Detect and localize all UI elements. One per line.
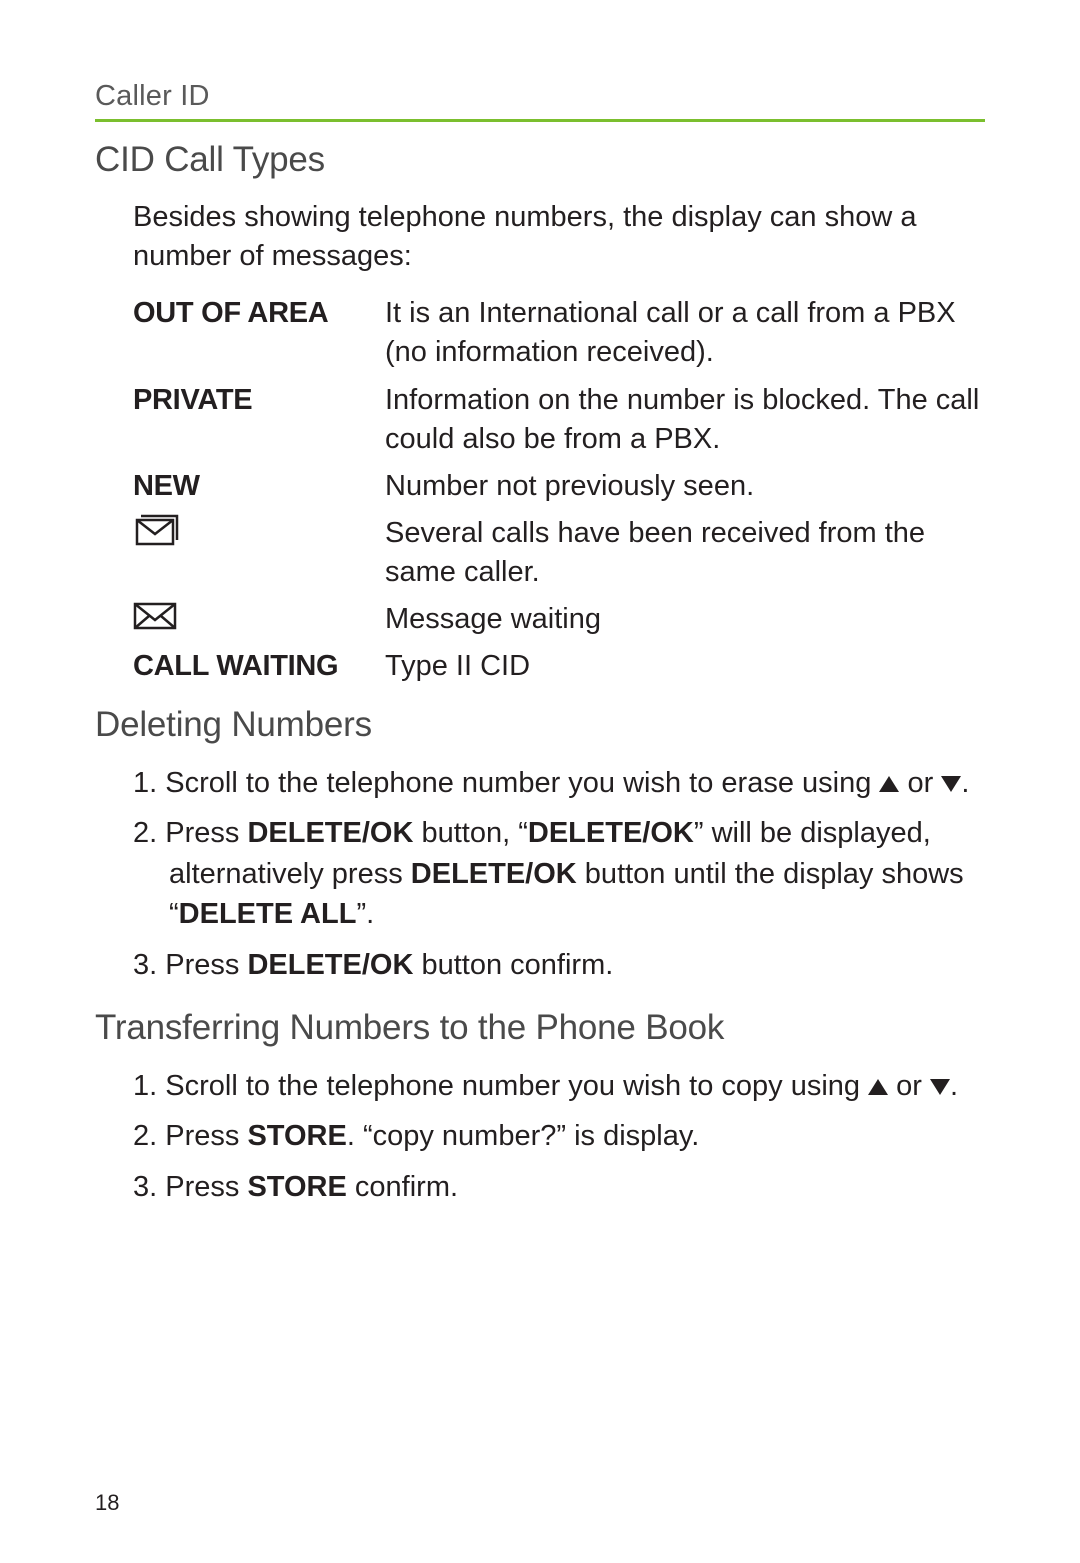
term-private: PRIVATE xyxy=(133,381,385,467)
list-item: Press DELETE/OK button, “DELETE/OK” will… xyxy=(133,813,985,935)
term-out-of-area: OUT OF AREA xyxy=(133,294,385,380)
term-call-waiting: CALL WAITING xyxy=(133,647,385,694)
step-text: or xyxy=(899,767,941,799)
step-text: Press xyxy=(165,949,247,981)
message-waiting-icon xyxy=(133,600,385,647)
step-text: . “copy number?” is display. xyxy=(347,1120,699,1152)
step-bold: DELETE ALL xyxy=(179,898,357,930)
step-text: or xyxy=(888,1070,930,1102)
section-title-deleting: Deleting Numbers xyxy=(95,705,985,745)
up-arrow-icon xyxy=(868,1079,888,1095)
step-text: . xyxy=(961,767,969,799)
desc-multi: Several calls have been received from th… xyxy=(385,514,985,600)
up-arrow-icon xyxy=(879,776,899,792)
list-item: Scroll to the telephone number you wish … xyxy=(133,763,985,804)
term-new: NEW xyxy=(133,467,385,514)
table-row: OUT OF AREA It is an International call … xyxy=(133,294,985,380)
desc-msg: Message waiting xyxy=(385,600,985,647)
step-text: button, “ xyxy=(413,817,527,849)
desc-private: Information on the number is blocked. Th… xyxy=(385,381,985,467)
step-text: . xyxy=(950,1070,958,1102)
step-bold: DELETE/OK xyxy=(247,949,413,981)
step-bold: DELETE/OK xyxy=(528,817,694,849)
step-text: confirm. xyxy=(347,1171,458,1203)
multi-call-icon xyxy=(133,514,385,600)
step-bold: DELETE/OK xyxy=(247,817,413,849)
section-title-transferring: Transferring Numbers to the Phone Book xyxy=(95,1008,985,1048)
step-bold: STORE xyxy=(247,1120,346,1152)
cid-types-table: OUT OF AREA It is an International call … xyxy=(133,294,985,694)
list-item: Press DELETE/OK button confirm. xyxy=(133,945,985,986)
table-row: NEW Number not previously seen. xyxy=(133,467,985,514)
transferring-steps: Scroll to the telephone number you wish … xyxy=(133,1066,985,1208)
section-title-cid-types: CID Call Types xyxy=(95,140,985,180)
table-row: Several calls have been received from th… xyxy=(133,514,985,600)
page-number: 18 xyxy=(95,1490,119,1516)
down-arrow-icon xyxy=(941,776,961,792)
desc-new: Number not previously seen. xyxy=(385,467,985,514)
step-text: Press xyxy=(165,1120,247,1152)
down-arrow-icon xyxy=(930,1079,950,1095)
list-item: Press STORE confirm. xyxy=(133,1167,985,1208)
deleting-steps: Scroll to the telephone number you wish … xyxy=(133,763,985,986)
step-text: ”. xyxy=(356,898,374,930)
step-text: Press xyxy=(165,1171,247,1203)
step-text: Scroll to the telephone number you wish … xyxy=(165,767,879,799)
page-header: Caller ID xyxy=(95,80,985,119)
table-row: PRIVATE Information on the number is blo… xyxy=(133,381,985,467)
table-row: Message waiting xyxy=(133,600,985,647)
list-item: Press STORE. “copy number?” is display. xyxy=(133,1116,985,1157)
section-intro: Besides showing telephone numbers, the d… xyxy=(133,198,985,276)
list-item: Scroll to the telephone number you wish … xyxy=(133,1066,985,1107)
step-text: Press xyxy=(165,817,247,849)
step-bold: STORE xyxy=(247,1171,346,1203)
step-text: Scroll to the telephone number you wish … xyxy=(165,1070,868,1102)
table-row: CALL WAITING Type II CID xyxy=(133,647,985,694)
step-text: button confirm. xyxy=(413,949,613,981)
desc-call-waiting: Type II CID xyxy=(385,647,985,694)
step-bold: DELETE/OK xyxy=(411,858,577,890)
desc-out-of-area: It is an International call or a call fr… xyxy=(385,294,985,380)
header-rule xyxy=(95,119,985,122)
